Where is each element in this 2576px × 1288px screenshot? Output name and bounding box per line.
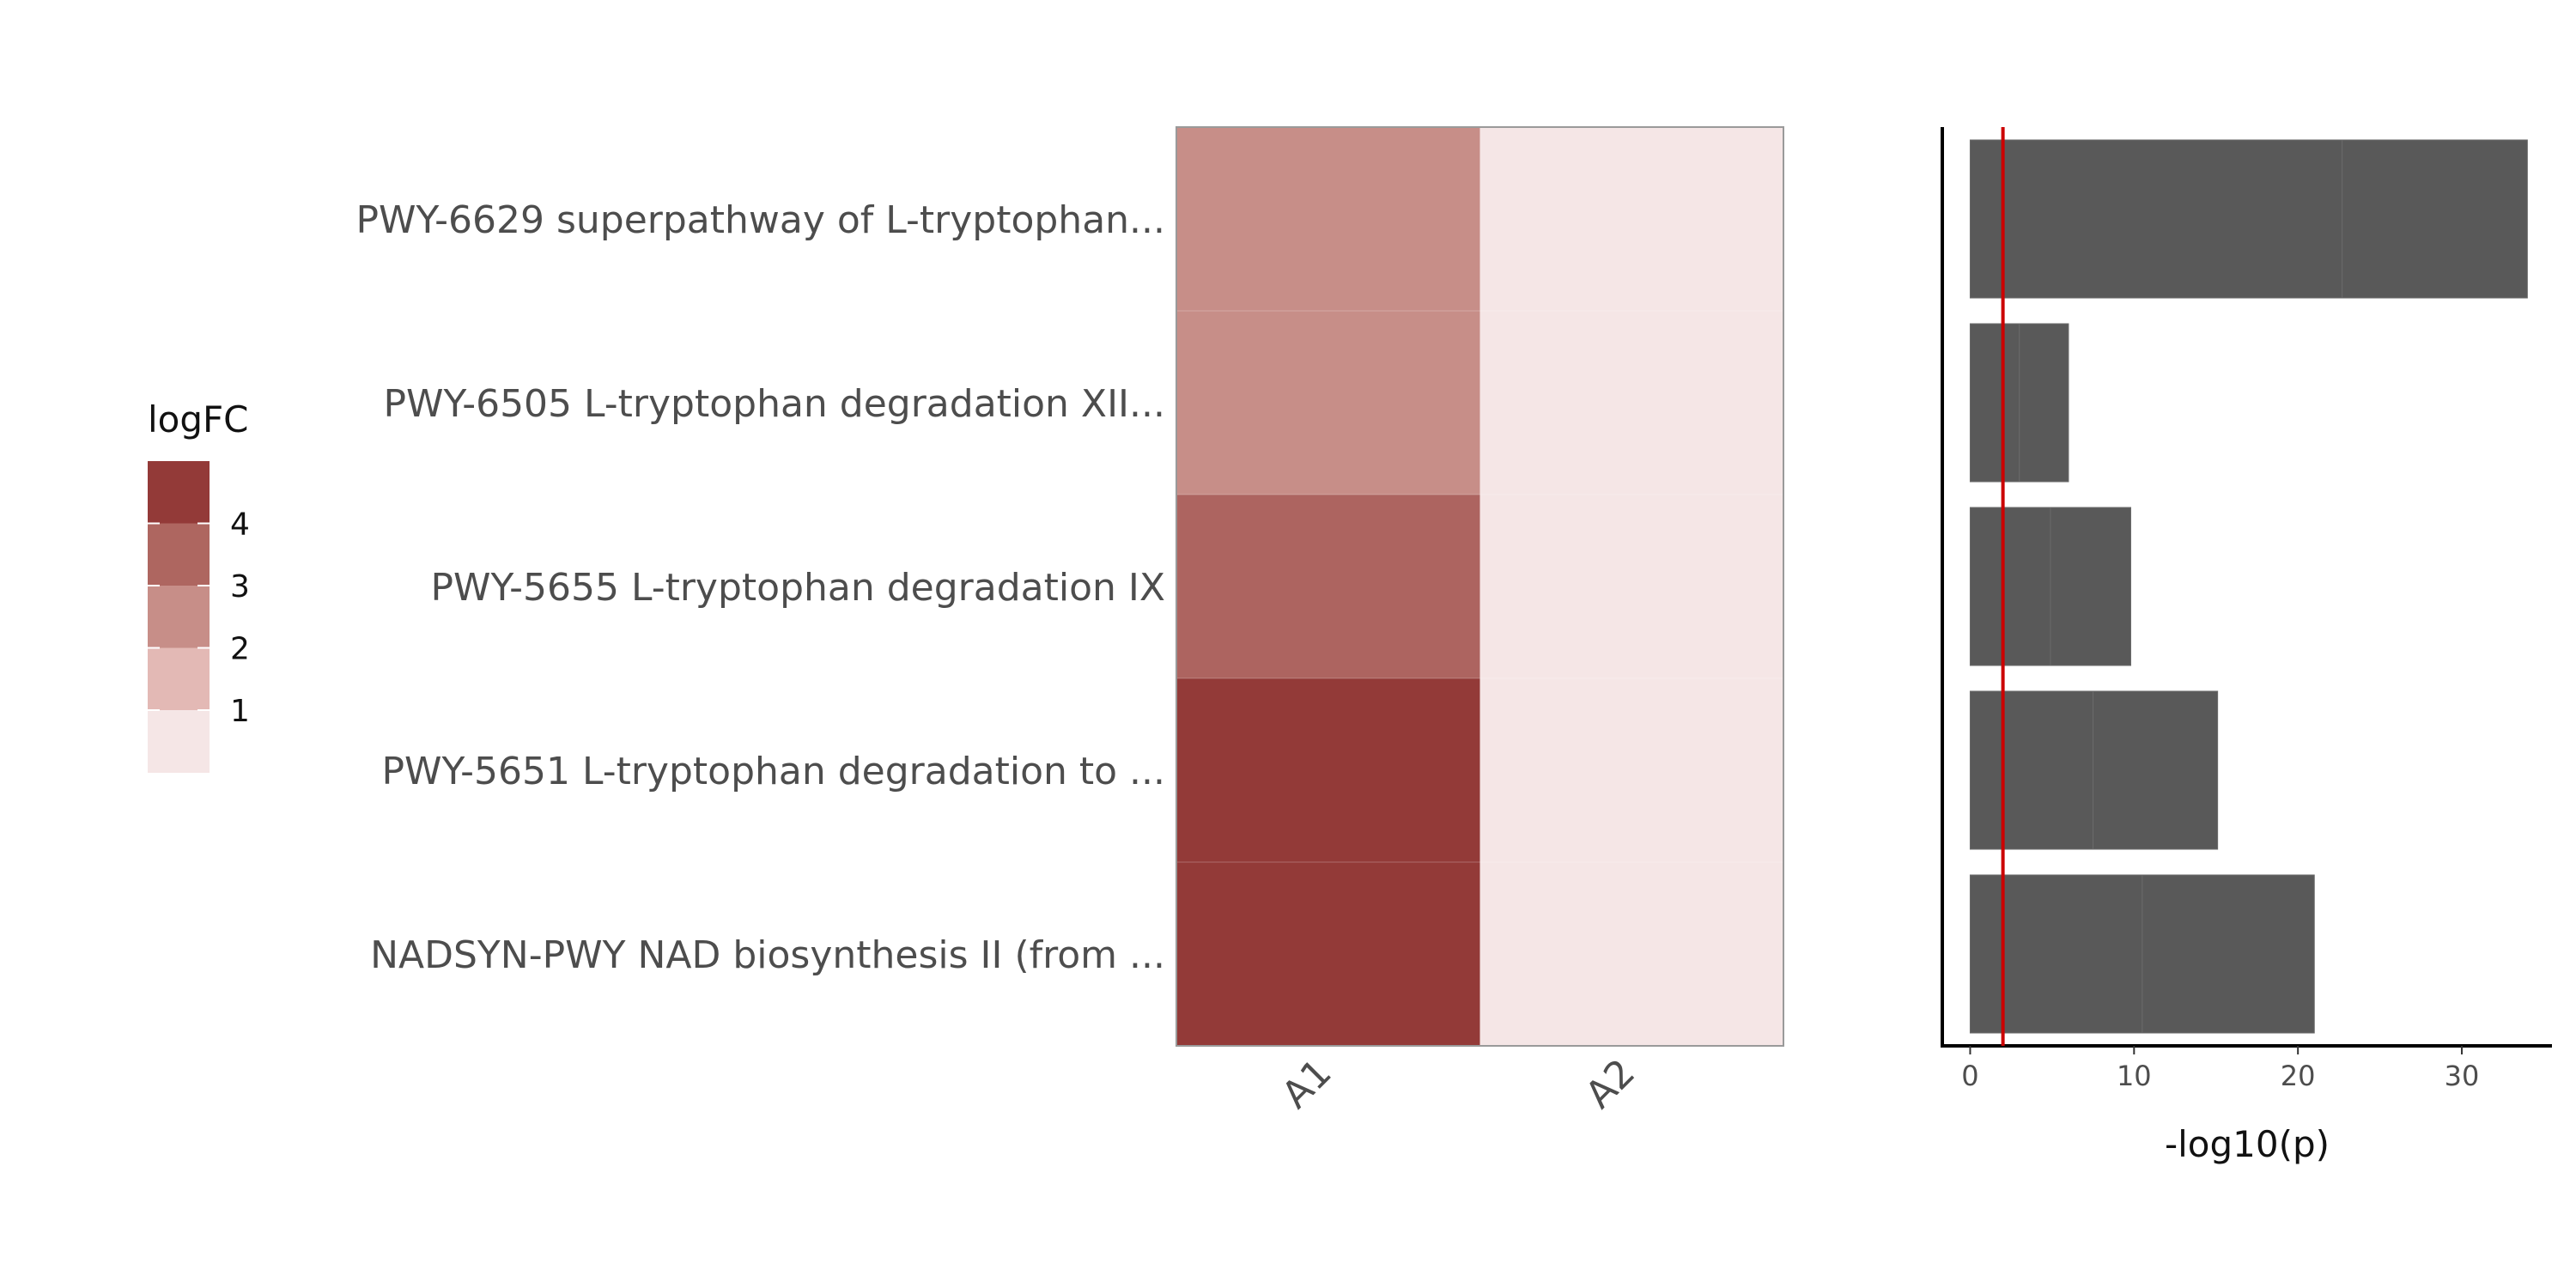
- sample-labels: A1 A2: [1273, 1051, 1643, 1117]
- heatmap-cell: [1176, 678, 1480, 863]
- heatmap-cell: [1176, 127, 1480, 312]
- bar-segment: [2019, 323, 2069, 483]
- heatmap-frame: [1176, 126, 1784, 1047]
- legend-tick-labels: 4 3 2 1: [148, 507, 250, 729]
- pathway-label: NADSYN-PWY NAD biosynthesis II (from ...: [370, 933, 1165, 977]
- legend-tick-label: 3: [230, 569, 250, 605]
- x-tick-label: 10: [2117, 1060, 2152, 1092]
- legend-color-bins: [148, 461, 210, 773]
- heatmap-cells: [1176, 127, 1784, 1047]
- pathway-label: PWY-6629 superpathway of L-tryptophan...: [355, 198, 1165, 242]
- legend-bin: [148, 586, 210, 648]
- legend-tick-label: 1: [230, 694, 250, 729]
- x-tick-label: 30: [2445, 1060, 2480, 1092]
- x-tick-label: 20: [2281, 1060, 2316, 1092]
- heatmap-cell: [1176, 495, 1480, 679]
- legend-bin: [148, 461, 210, 524]
- legend-bin: [148, 647, 210, 711]
- bar-segment: [1969, 323, 2020, 483]
- heatmap-cell: [1479, 311, 1784, 495]
- sample-label: A1: [1273, 1051, 1340, 1117]
- logfc-legend: logFC 4 3 2 1: [148, 398, 250, 773]
- x-axis-label: -log10(p): [2165, 1123, 2330, 1165]
- x-axis-ticks: 0 10 20 30: [1961, 1046, 2479, 1092]
- sample-label: A2: [1577, 1051, 1643, 1117]
- bars: [1969, 139, 2528, 1034]
- heatmap: A1 A2: [1176, 126, 1784, 1117]
- bar-segment: [2142, 874, 2315, 1034]
- heatmap-cell: [1176, 311, 1480, 495]
- legend-tick-label: 4: [230, 507, 250, 543]
- pathway-label: PWY-5655 L-tryptophan degradation IX: [430, 566, 1165, 610]
- pathway-label: PWY-6505 L-tryptophan degradation XII...: [384, 382, 1166, 426]
- legend-bin: [148, 710, 210, 773]
- heatmap-cell: [1479, 862, 1784, 1047]
- legend-tick-label: 2: [230, 632, 250, 667]
- pathway-labels: PWY-6629 superpathway of L-tryptophan...…: [355, 198, 1165, 977]
- x-tick-label: 0: [1961, 1060, 1978, 1092]
- heatmap-cell: [1479, 495, 1784, 679]
- bar-segment: [2093, 690, 2219, 850]
- bar-segment: [2342, 139, 2528, 299]
- legend-bin: [148, 523, 210, 586]
- bar-segment: [1969, 874, 2143, 1034]
- significance-bar-chart: 0 10 20 30 -log10(p): [1941, 127, 2552, 1165]
- bar-segment: [1969, 139, 2343, 299]
- bar-segment: [2050, 507, 2131, 666]
- legend-title: logFC: [148, 398, 249, 440]
- heatmap-cell: [1176, 862, 1480, 1047]
- bar-segment: [1969, 690, 2094, 850]
- bar-segment: [1969, 507, 2051, 666]
- heatmap-cell: [1479, 127, 1784, 312]
- heatmap-cell: [1479, 678, 1784, 863]
- pathway-label: PWY-5651 L-tryptophan degradation to ...: [381, 750, 1165, 793]
